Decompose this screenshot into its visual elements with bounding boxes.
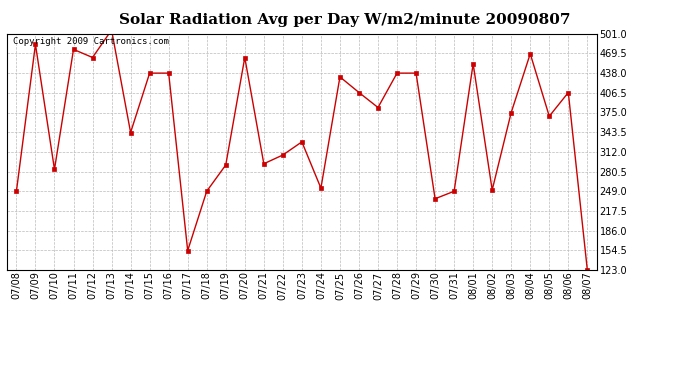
Text: Solar Radiation Avg per Day W/m2/minute 20090807: Solar Radiation Avg per Day W/m2/minute … [119,13,571,27]
Text: Copyright 2009 Cartronics.com: Copyright 2009 Cartronics.com [13,37,168,46]
